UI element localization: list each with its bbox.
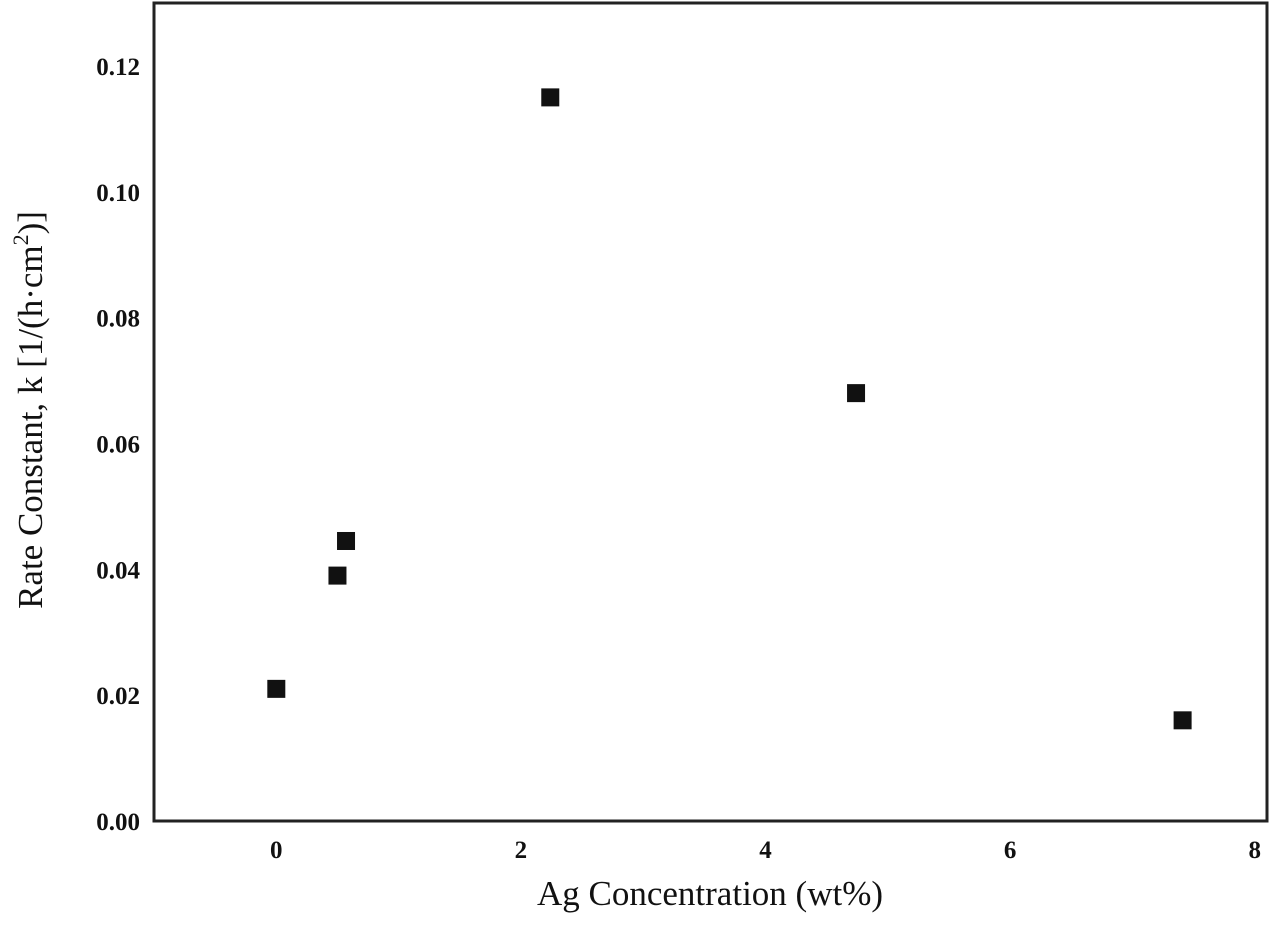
y-tick-label: 0.04	[96, 557, 140, 584]
x-tick-labels: 0 2 4 6 8	[270, 837, 1261, 864]
x-axis-label: Ag Concentration (wt%)	[537, 874, 883, 913]
y-tick-labels: 0.00 0.02 0.04 0.06 0.08 0.10 0.12	[96, 54, 140, 836]
data-point	[847, 384, 866, 403]
x-tick-label: 8	[1249, 837, 1262, 864]
x-tick-label: 2	[515, 837, 528, 864]
y-tick-label: 0.02	[96, 683, 140, 710]
data-point	[1173, 711, 1192, 730]
data-points	[267, 88, 1192, 730]
x-tick-label: 0	[270, 837, 283, 864]
x-tick-label: 4	[759, 837, 772, 864]
y-tick-label: 0.10	[96, 180, 140, 207]
plot-frame	[152, 1, 1269, 823]
y-tick-label: 0.08	[96, 306, 140, 333]
y-tick-label: 0.06	[96, 431, 140, 458]
data-point	[328, 566, 347, 585]
y-axis-label: Rate Constant, k [1/(h·cm2)]	[8, 211, 50, 609]
y-tick-label: 0.12	[96, 54, 140, 81]
data-point	[337, 531, 356, 550]
y-tick-label: 0.00	[96, 809, 140, 836]
data-point	[267, 679, 286, 698]
x-tick-label: 6	[1004, 837, 1017, 864]
data-point	[541, 88, 560, 107]
